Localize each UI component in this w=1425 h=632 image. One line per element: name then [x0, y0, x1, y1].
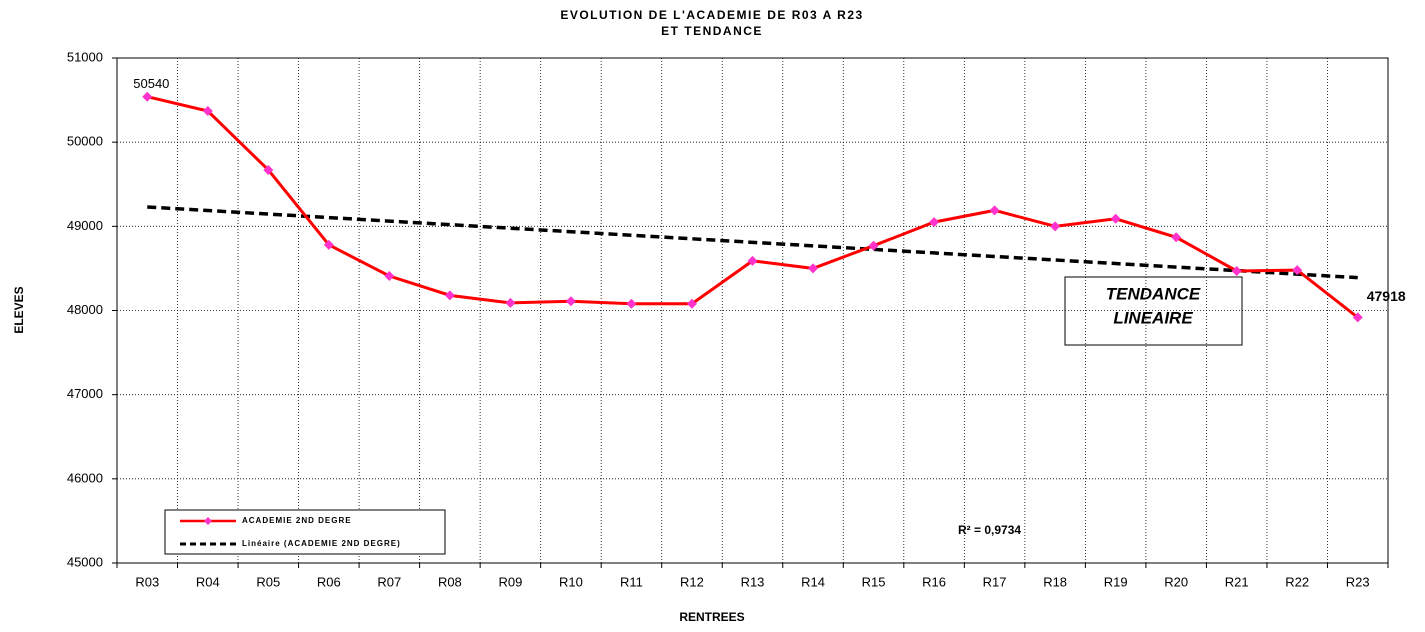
x-tick-label: R22 [1285, 574, 1309, 589]
data-label: 50540 [133, 76, 169, 91]
y-tick-label: 47000 [67, 386, 103, 401]
y-tick-label: 45000 [67, 554, 103, 569]
x-tick-label: R18 [1043, 574, 1067, 589]
x-tick-label: R20 [1164, 574, 1188, 589]
marker [929, 217, 940, 228]
y-tick-label: 51000 [67, 49, 103, 64]
x-tick-label: R17 [983, 574, 1007, 589]
legend [164, 509, 446, 555]
marker [1292, 265, 1303, 276]
trend-line [147, 205, 1358, 280]
marker [989, 205, 1000, 216]
trend-box [1064, 276, 1243, 346]
x-tick-label: R16 [922, 574, 946, 589]
marker [1352, 312, 1363, 323]
x-tick-label: R09 [498, 574, 522, 589]
y-tick-label: 46000 [67, 470, 103, 485]
x-tick-label: R08 [438, 574, 462, 589]
x-tick-label: R21 [1225, 574, 1249, 589]
legend-marker [204, 517, 212, 525]
marker [686, 298, 697, 309]
y-tick-label: 50000 [67, 134, 103, 149]
chart-title: ET TENDANCE [661, 24, 763, 38]
x-tick-label: R19 [1104, 574, 1128, 589]
x-tick-label: R10 [559, 574, 583, 589]
y-axis-label: ELEVES [12, 286, 26, 333]
marker [263, 164, 274, 175]
x-tick-label: R04 [196, 574, 220, 589]
marker [505, 297, 516, 308]
x-tick-label: R13 [741, 574, 765, 589]
x-tick-label: R15 [862, 574, 886, 589]
marker [1050, 221, 1061, 232]
marker [202, 106, 213, 117]
x-tick-label: R05 [256, 574, 280, 589]
plot-border [116, 57, 1389, 564]
y-tick-label: 49000 [67, 218, 103, 233]
legend-label: ACADEMIE 2ND DEGRE [242, 516, 352, 525]
marker [1231, 265, 1242, 276]
marker [142, 91, 153, 102]
marker [323, 239, 334, 250]
data-label: 47918 [1367, 288, 1406, 304]
marker [565, 296, 576, 307]
y-tick-label: 48000 [67, 302, 103, 317]
marker [384, 270, 395, 281]
marker [1110, 213, 1121, 224]
marker [868, 240, 879, 251]
trend-label: LINEAIRE [1113, 308, 1193, 327]
marker [444, 290, 455, 301]
chart-title: EVOLUTION DE L'ACADEMIE DE R03 A R23 [560, 8, 863, 22]
legend-label: Linéaire (ACADEMIE 2ND DEGRE) [242, 539, 401, 548]
r-squared: R² = 0,9734 [958, 523, 1021, 537]
marker [1171, 232, 1182, 243]
marker [626, 298, 637, 309]
marker [747, 255, 758, 266]
x-tick-label: R12 [680, 574, 704, 589]
grid [117, 57, 1388, 564]
x-tick-label: R11 [620, 574, 643, 589]
marker [808, 263, 819, 274]
x-tick-label: R07 [377, 574, 401, 589]
x-tick-label: R14 [801, 574, 825, 589]
trend-label: TENDANCE [1106, 284, 1201, 303]
x-tick-label: R03 [135, 574, 159, 589]
x-tick-label: R23 [1346, 574, 1370, 589]
x-axis-label: RENTREES [679, 610, 744, 624]
x-tick-label: R06 [317, 574, 341, 589]
